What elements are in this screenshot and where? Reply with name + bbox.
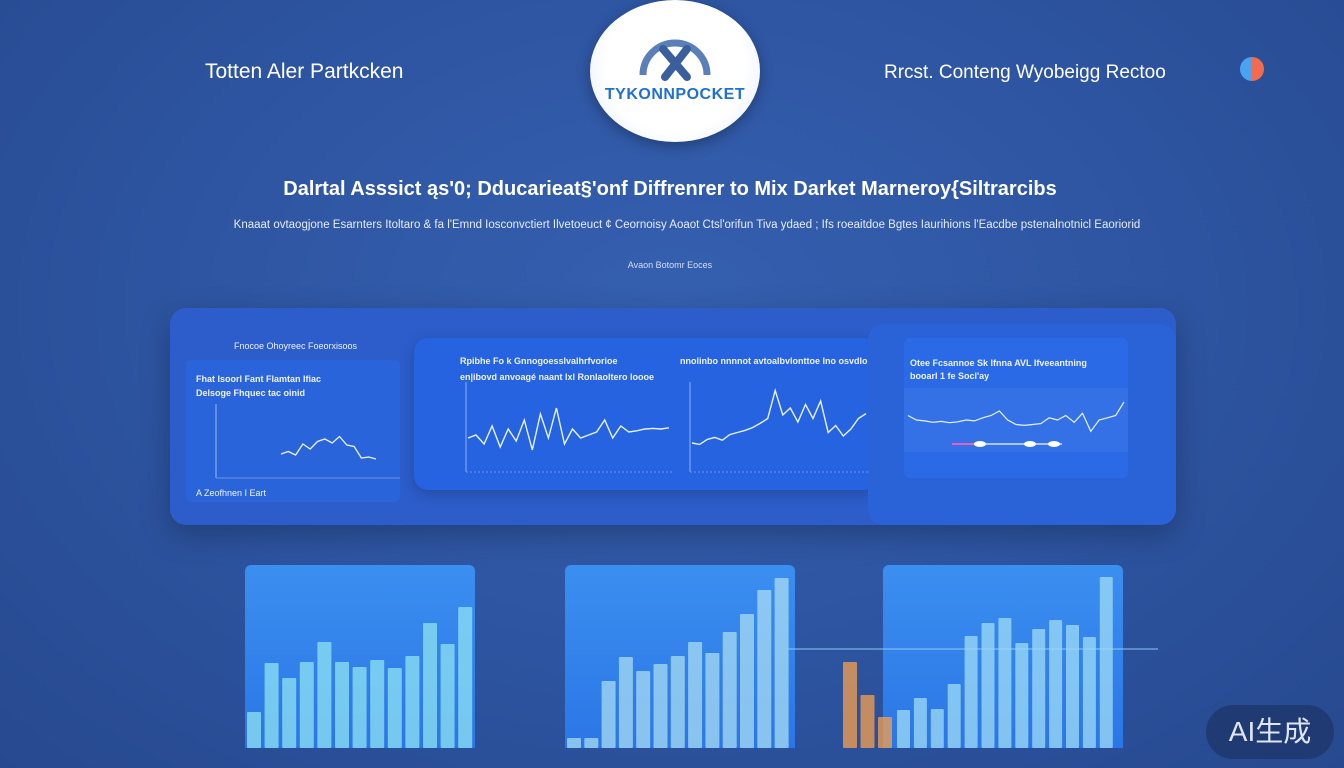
bar bbox=[930, 709, 944, 748]
slider-handle bbox=[1024, 441, 1036, 447]
left-card[interactable]: Fhat Isoorl Fant Flamtan Ifiac Delsoge F… bbox=[186, 360, 400, 502]
dashboard-panel: Fnocoe Ohoyreec Foeorxisoos Fhat Isoorl … bbox=[170, 308, 1176, 525]
bar bbox=[618, 657, 633, 748]
bar bbox=[423, 623, 437, 748]
left-line-chart bbox=[215, 404, 400, 479]
left-card-line2: Delsoge Fhquec tac oinid bbox=[196, 388, 306, 398]
bar bbox=[947, 684, 961, 748]
bar bbox=[653, 664, 668, 748]
bar bbox=[1049, 620, 1063, 748]
bar bbox=[688, 642, 703, 748]
bar bbox=[1015, 643, 1029, 748]
bar bbox=[264, 663, 279, 748]
bar bbox=[370, 660, 385, 748]
bar bbox=[843, 662, 857, 748]
bar bbox=[705, 653, 720, 748]
bar bbox=[913, 698, 927, 748]
bar bbox=[722, 632, 737, 748]
bar bbox=[335, 662, 349, 748]
right-card-line1: Otee Fcsannoe Sk Ifnna AVL Ifveeantning bbox=[910, 358, 1087, 368]
line-series bbox=[280, 435, 377, 460]
ai-generated-badge: AI生成 bbox=[1206, 705, 1334, 759]
left-card-line1: Fhat Isoorl Fant Flamtan Ifiac bbox=[196, 374, 322, 384]
bar bbox=[458, 607, 473, 748]
bar bbox=[964, 636, 978, 748]
right-line-chart bbox=[904, 388, 1128, 452]
logo[interactable]: TYKONNPOCKET bbox=[590, 0, 760, 142]
bar bbox=[897, 710, 910, 748]
bar bbox=[757, 590, 772, 748]
bar-chart-1 bbox=[245, 565, 475, 748]
bar bbox=[299, 662, 314, 748]
middle-card-line2: en|ibovd anvoagé naant lxl Ronlaoltero l… bbox=[460, 372, 655, 382]
bar bbox=[601, 681, 616, 748]
middle-right-line1: nnolinbo nnnnot avtoalbvlonttoe Ino osvd… bbox=[680, 356, 876, 366]
user-avatar-icon[interactable] bbox=[1240, 57, 1264, 81]
header-right-title: Rrcst. Conteng Wyobeigg Rectoo bbox=[884, 62, 1166, 83]
bar bbox=[774, 578, 789, 748]
bar-chart-2 bbox=[565, 565, 795, 748]
middle-card-line1: Rpibhe Fo k Gnnogoesslvalhrfvorioe bbox=[460, 356, 618, 366]
bar bbox=[440, 644, 455, 748]
bar bbox=[981, 623, 995, 748]
bar bbox=[282, 678, 297, 748]
bar-chart-3-marks bbox=[780, 577, 1158, 748]
bar bbox=[567, 738, 581, 748]
bar bbox=[878, 717, 892, 748]
small-caption: Avaon Botomr Eoces bbox=[627, 260, 713, 270]
page-subtitle: Knaaat ovtaogjone Esarnters Itoltaro & f… bbox=[233, 219, 1141, 231]
logo-brand-text: TYKONNPOCKET bbox=[604, 86, 746, 103]
left-card-footer: A Zeofhnen I Eart bbox=[196, 488, 267, 498]
bar bbox=[860, 695, 875, 748]
line-series bbox=[467, 407, 670, 451]
bar bbox=[584, 738, 599, 748]
right-card[interactable]: Otee Fcsannoe Sk Ifnna AVL Ifveeantning … bbox=[904, 338, 1128, 478]
bar bbox=[1082, 637, 1096, 748]
bar bbox=[317, 642, 332, 748]
slider-handle bbox=[1048, 441, 1060, 447]
bar bbox=[740, 614, 754, 748]
bar bbox=[352, 667, 367, 748]
bar bbox=[998, 618, 1012, 748]
middle-card[interactable]: Rpibhe Fo k Gnnogoesslvalhrfvorioe en|ib… bbox=[414, 338, 878, 490]
line-series bbox=[691, 387, 867, 446]
bar bbox=[1032, 629, 1046, 748]
bar bbox=[670, 656, 685, 748]
page-title: Dalrtal Asssict ąs'0; Dducarieat§'onf Di… bbox=[283, 178, 1057, 200]
line-series bbox=[907, 401, 1125, 433]
right-card-line2: booarl 1 fe Socl'ay bbox=[910, 371, 990, 381]
bar bbox=[1066, 625, 1079, 748]
bar bbox=[247, 712, 261, 748]
bar bbox=[1099, 577, 1113, 748]
tokenpocket-logo-icon bbox=[639, 39, 711, 81]
left-card-caption: Fnocoe Ohoyreec Foeorxisoos bbox=[234, 341, 358, 351]
bar bbox=[387, 668, 402, 748]
header-left-title: Totten Aler Partkcken bbox=[205, 60, 404, 83]
bar bbox=[636, 671, 651, 748]
bar bbox=[405, 656, 420, 748]
slider-handle bbox=[974, 441, 986, 447]
middle-line-charts bbox=[465, 382, 868, 473]
